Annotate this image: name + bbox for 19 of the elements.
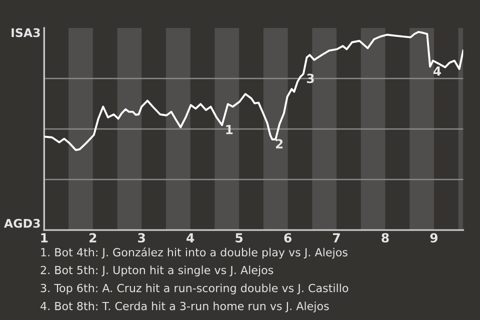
x-tick-label: 3 <box>138 233 145 243</box>
text: 3. Top 6th: A. Cruz hit a run-scoring double vs J. Castillo <box>40 284 348 294</box>
text: AGD3 <box>4 218 40 228</box>
text: 4. Bot 8th: T. Cerda hit a 3-run home run vs J. Alejos <box>40 302 329 312</box>
x-tick-label: 1 <box>41 233 48 242</box>
text: ISA3 <box>12 28 40 38</box>
x-tick-label: 7 <box>333 233 340 242</box>
x-tick-label: 4 <box>186 233 194 242</box>
annotation: 1 <box>226 124 233 134</box>
annotation: 2 <box>276 139 283 148</box>
text: 1. Bot 4th: J. González hit into a double play vs J. Alejos <box>41 247 348 259</box>
x-tick-label: 8 <box>382 233 389 243</box>
text: 2. Bot 5th: J. Upton hit a single vs J. Alejos <box>40 266 274 276</box>
x-tick-label: 5 <box>236 233 243 243</box>
x-tick-label: 6 <box>284 233 292 243</box>
x-tick-label: 9 <box>430 233 438 243</box>
x-tick-label: 2 <box>90 233 96 242</box>
annotation: 4 <box>433 66 441 76</box>
annotation: 3 <box>306 74 314 84</box>
